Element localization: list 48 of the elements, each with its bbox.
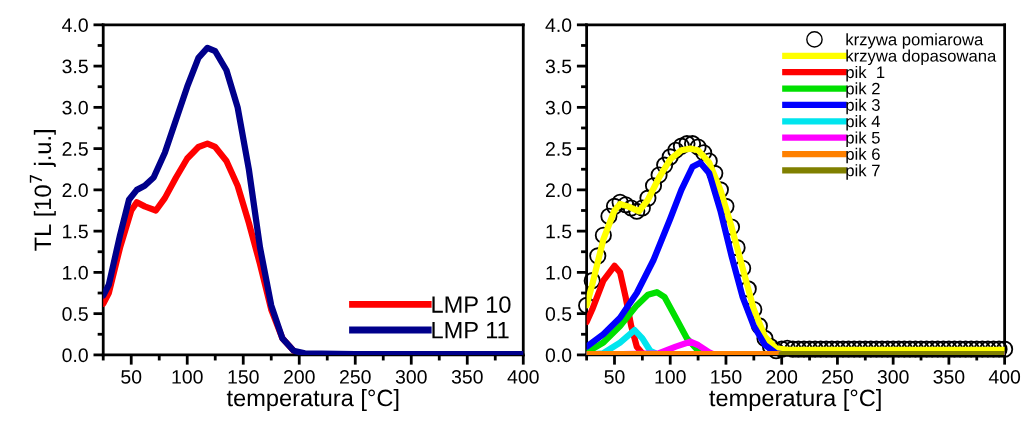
y-tick-label: 0.5 — [62, 307, 88, 321]
x-tick-label: 350 — [933, 370, 965, 384]
x-tick-label: 250 — [340, 370, 371, 384]
y-tick-label: 1.5 — [546, 224, 572, 239]
y-tick-label: 2.5 — [546, 142, 572, 156]
y-tick-label: 3.0 — [62, 100, 88, 115]
y-tick-label: 3.5 — [545, 59, 572, 74]
legend-label: pik 5 — [846, 131, 880, 147]
legend-label: krzywa pomiarowa — [846, 33, 984, 49]
legend-label: LMP 10 — [432, 296, 511, 313]
y-tick-label: 2.0 — [62, 183, 88, 198]
x-tick-label: 300 — [395, 370, 427, 384]
y-tick-label: 0.5 — [545, 307, 572, 321]
legend-label: pik 1 — [846, 65, 885, 82]
x-tick-label: 200 — [284, 370, 315, 384]
y-tick-label: 4.0 — [545, 18, 572, 33]
legend-label: krzywa dopasowana — [846, 49, 997, 66]
y-tick-label: 2.0 — [546, 183, 572, 198]
legend-label: pik 3 — [846, 98, 880, 115]
y-tick-label: 2.5 — [62, 142, 88, 156]
y-tick-label: 3.0 — [545, 100, 572, 115]
x-tick-label: 400 — [988, 370, 1021, 384]
x-axis-title: temperatura [°C] — [226, 389, 399, 412]
legend-label: pik 4 — [846, 115, 881, 131]
legend-label: pik 7 — [846, 164, 880, 180]
x-tick-label: 100 — [172, 370, 203, 384]
y-axis-title: TL [10$^{7}$ j.u.] — [29, 130, 56, 251]
y-tick-label: 3.5 — [62, 59, 88, 74]
legend-label: LMP 11 — [432, 321, 509, 339]
x-tick-label: 100 — [655, 370, 686, 384]
x-tick-label: 50 — [121, 370, 142, 384]
x-tick-label: 400 — [507, 370, 539, 384]
x-tick-label: 50 — [604, 370, 625, 384]
legend-label: pik 6 — [846, 147, 880, 164]
y-tick-label: 0.0 — [62, 348, 88, 363]
y-tick-label: 4.0 — [62, 18, 88, 33]
x-tick-label: 150 — [711, 370, 742, 384]
y-tick-label: 0.0 — [545, 348, 572, 363]
x-tick-label: 150 — [228, 370, 259, 384]
x-tick-label: 200 — [766, 370, 798, 384]
x-tick-label: 300 — [877, 370, 909, 384]
y-tick-label: 1.0 — [63, 265, 88, 280]
legend-label: pik 2 — [846, 82, 880, 98]
x-tick-label: 250 — [822, 370, 853, 384]
y-tick-label: 1.0 — [546, 265, 572, 280]
x-axis-title: temperatura [°C] — [709, 389, 881, 412]
x-tick-label: 350 — [451, 370, 483, 384]
y-tick-label: 1.5 — [63, 224, 88, 239]
